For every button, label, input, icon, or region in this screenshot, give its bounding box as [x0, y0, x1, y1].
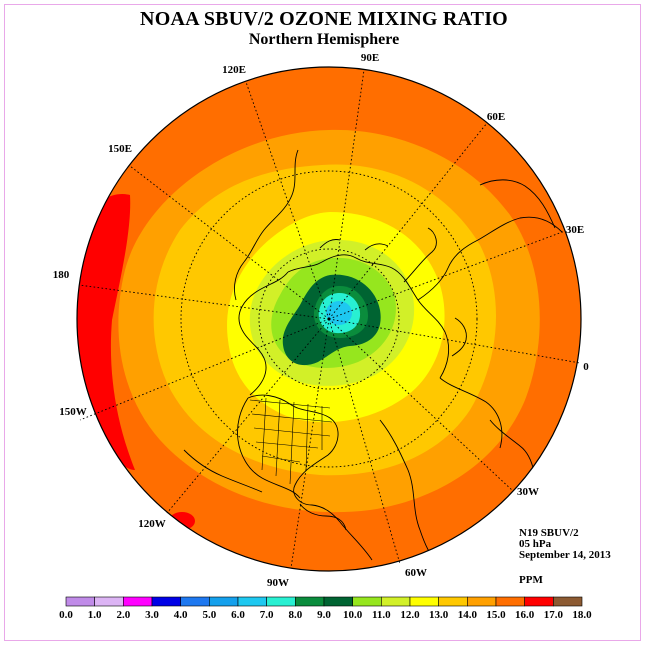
colorbar-tick-label: 14.0	[458, 609, 478, 621]
colorbar-tick-label: 16.0	[515, 609, 535, 621]
graticule	[78, 69, 581, 569]
colorbar-tick-label: 0.0	[59, 609, 73, 621]
colorbar-swatch	[438, 596, 468, 607]
lon-label-120w: 120W	[138, 518, 166, 530]
colorbar-swatch	[495, 596, 525, 607]
colorbar-tick-label: 10.0	[343, 609, 363, 621]
colorbar-swatch	[65, 596, 95, 607]
lon-label-150e: 150E	[108, 143, 132, 155]
lon-label-30e: 30E	[566, 224, 584, 236]
colorbar-tick-label: 4.0	[174, 609, 188, 621]
colorbar-tick-label: 8.0	[288, 609, 302, 621]
map-title: NOAA SBUV/2 OZONE MIXING RATIO	[140, 8, 508, 30]
colorbar-tick-label: 15.0	[486, 609, 506, 621]
colorbar-tick-label: 3.0	[145, 609, 159, 621]
pressure-level-label: 05 hPa	[519, 538, 552, 550]
map-subtitle: Northern Hemisphere	[248, 31, 400, 48]
longitude-labels: 90E 120E 60E 150E 30E 180 0 150W 30W 120…	[53, 52, 590, 589]
date-label: September 14, 2013	[519, 549, 611, 561]
colorbar: 0.0 1.0 2.0 3.0 4.0 5.0 6.0 7.0 8.0 9.0 10.0 11.0 12…	[59, 596, 592, 621]
colorbar-swatch	[467, 596, 497, 607]
lon-label-60e: 60E	[487, 111, 505, 123]
colorbar-swatch	[352, 596, 382, 607]
colorbar-tick-label: 13.0	[429, 609, 449, 621]
lon-label-180: 180	[53, 269, 70, 281]
colorbar-swatch	[524, 596, 554, 607]
colorbar-swatch	[94, 596, 124, 607]
lon-label-0: 0	[583, 361, 589, 373]
lon-label-120e: 120E	[222, 64, 246, 76]
lon-label-30w: 30W	[517, 486, 539, 498]
colorbar-swatch	[237, 596, 267, 607]
colorbar-swatch	[295, 596, 325, 607]
colorbar-swatch	[409, 596, 439, 607]
colorbar-tick-label: 7.0	[260, 609, 274, 621]
band-7	[326, 301, 352, 325]
units-label: PPM	[519, 574, 543, 586]
colorbar-tick-label: 2.0	[116, 609, 130, 621]
ozone-field	[77, 67, 581, 571]
colorbar-tick-label: 11.0	[372, 609, 391, 621]
colorbar-tick-label: 17.0	[544, 609, 564, 621]
lon-label-90e: 90E	[361, 52, 379, 64]
lon-label-60w: 60W	[405, 567, 427, 579]
colorbar-swatch	[209, 596, 239, 607]
colorbar-swatch	[323, 596, 353, 607]
colorbar-tick-label: 1.0	[88, 609, 102, 621]
colorbar-swatch	[180, 596, 210, 607]
colorbar-tick-label: 9.0	[317, 609, 331, 621]
colorbar-swatch	[381, 596, 411, 607]
colorbar-swatch	[553, 596, 583, 607]
colorbar-swatch	[266, 596, 296, 607]
coastlines	[183, 149, 563, 566]
colorbar-tick-label: 6.0	[231, 609, 245, 621]
band-17-south	[169, 512, 195, 530]
lon-label-150w: 150W	[59, 406, 87, 418]
plot-frame	[4, 4, 641, 641]
instrument-label: N19 SBUV/2	[519, 527, 579, 539]
colorbar-swatch	[151, 596, 181, 607]
map-border	[76, 66, 582, 572]
colorbar-tick-label: 12.0	[400, 609, 420, 621]
colorbar-tick-label: 18.0	[572, 609, 592, 621]
colorbar-swatch	[123, 596, 153, 607]
colorbar-tick-label: 5.0	[202, 609, 216, 621]
lon-label-90w: 90W	[267, 577, 289, 589]
us-state-borders	[249, 397, 333, 485]
